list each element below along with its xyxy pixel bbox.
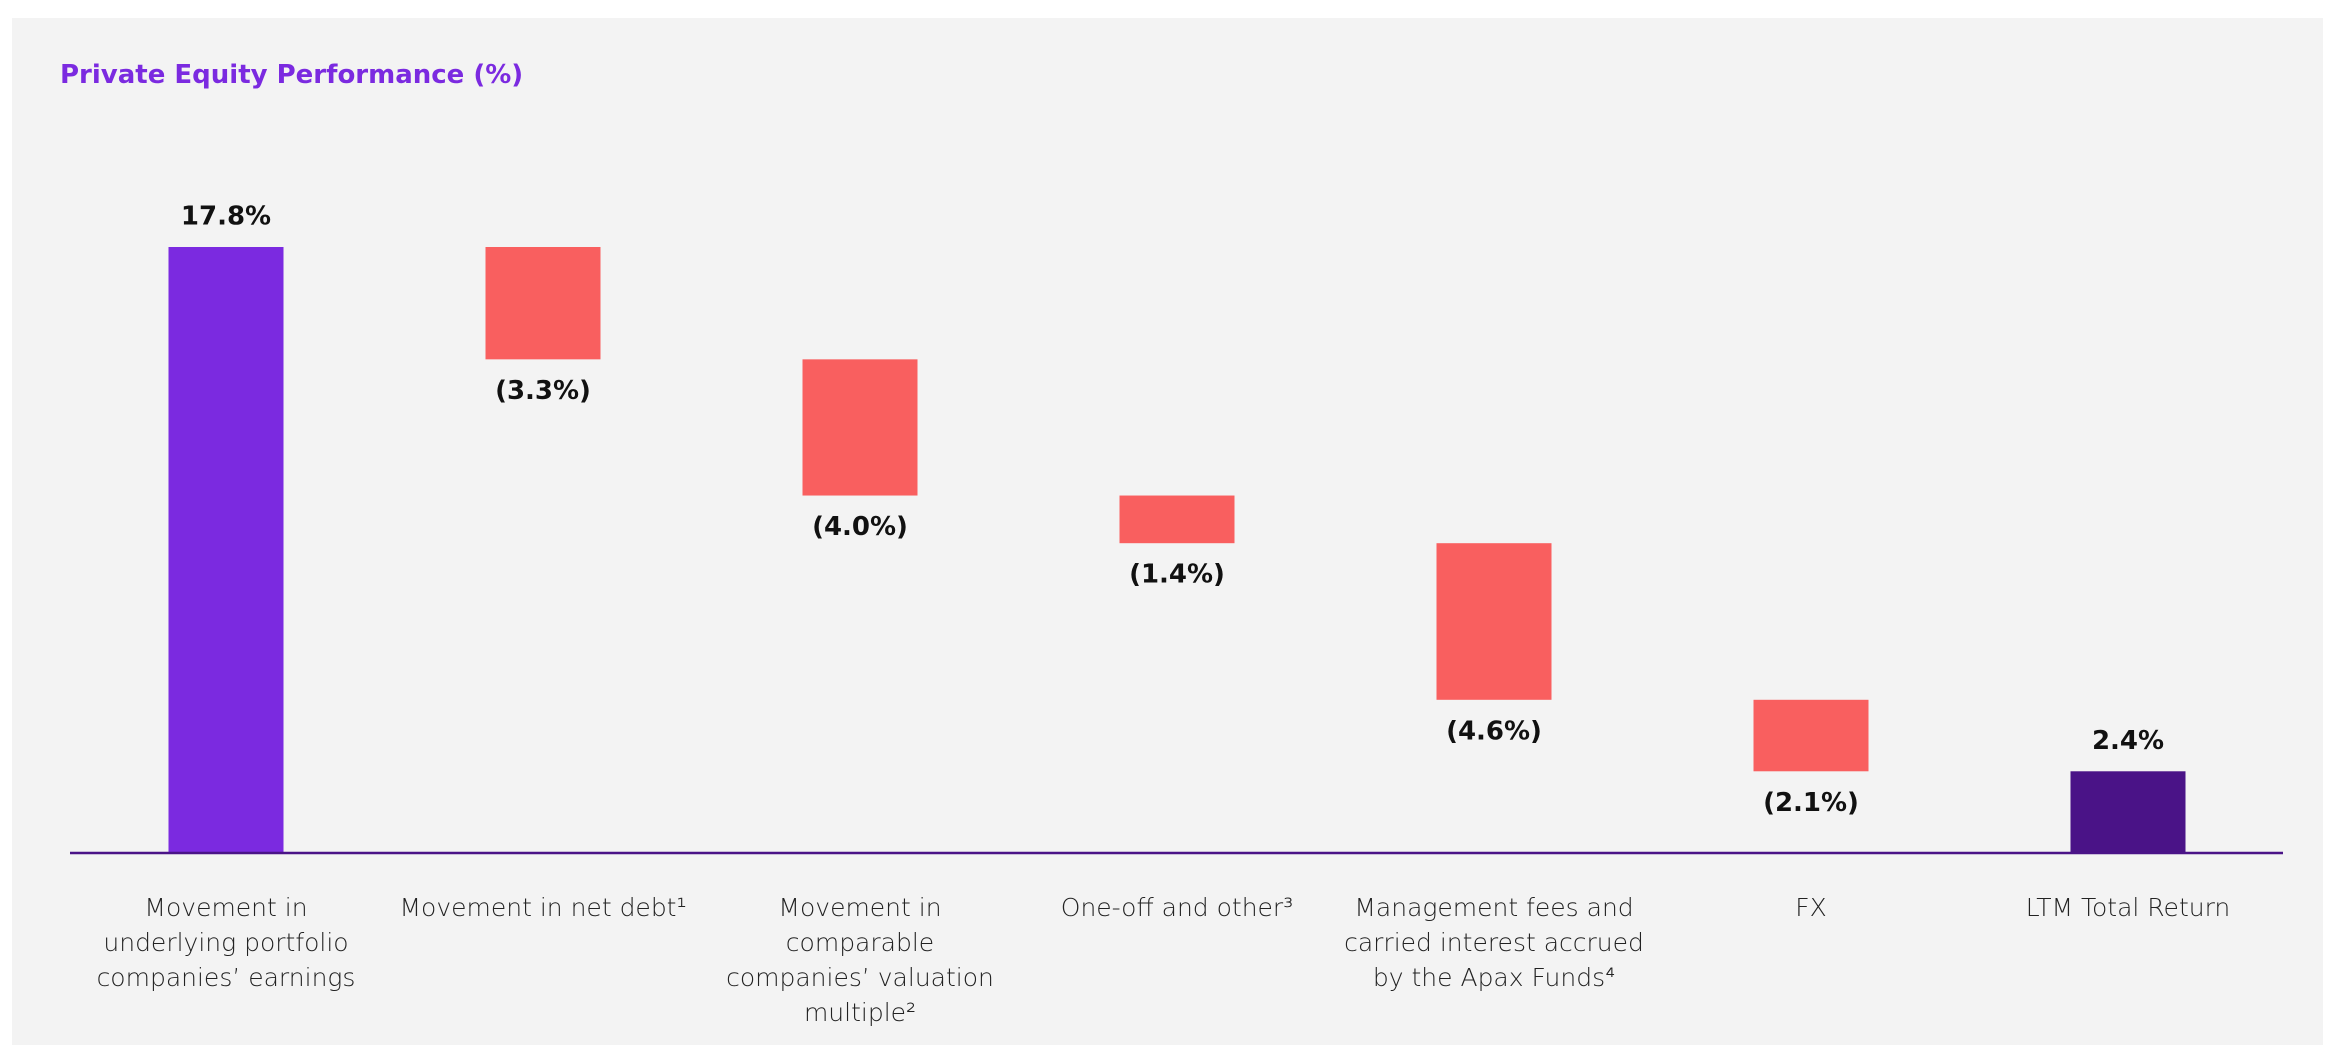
value-label: (3.3%) [495,376,591,406]
bar [1753,699,1869,772]
value-label: 17.8% [181,202,271,232]
value-label: 2.4% [2092,726,2164,756]
x-tick-label: LTM Total Return [2025,893,2231,922]
bar [168,247,284,853]
chart-title: Private Equity Performance (%) [60,60,524,90]
bar [2070,771,2186,853]
x-tick-label: One-off and other³ [1060,893,1294,922]
x-tick-label: Movement in comparable companies’ valuat… [726,893,994,1027]
x-tick-label: Management fees and carried interest acc… [1344,893,1644,992]
value-label: (4.0%) [812,512,908,542]
x-tick-label: FX [1795,893,1827,922]
value-label: (2.1%) [1763,788,1859,818]
value-label: (1.4%) [1129,560,1225,590]
value-label: (4.6%) [1446,716,1542,746]
bar [1436,543,1552,700]
bar [802,359,918,496]
x-tick-label: Movement in net debt¹ [399,893,687,922]
x-tick-label: Movement in underlying portfolio compani… [96,893,356,992]
bar [1119,495,1235,544]
bar [485,247,601,360]
